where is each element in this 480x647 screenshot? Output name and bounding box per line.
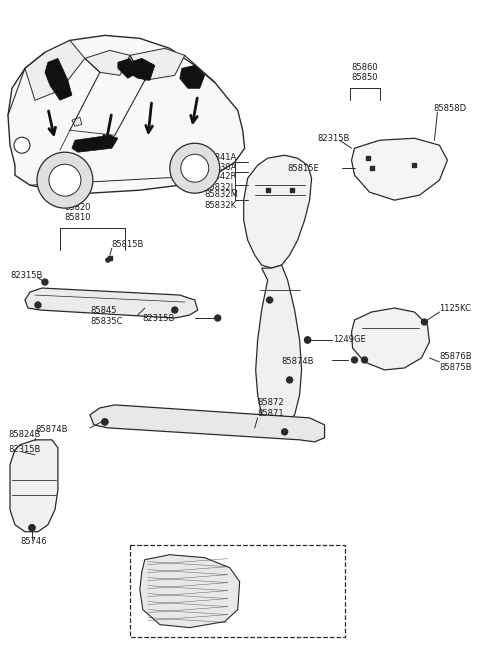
Circle shape	[106, 258, 110, 262]
Text: 85746: 85746	[20, 537, 47, 546]
Polygon shape	[180, 65, 205, 88]
Circle shape	[421, 319, 428, 325]
Circle shape	[172, 307, 178, 313]
Circle shape	[228, 589, 235, 595]
Circle shape	[351, 357, 358, 363]
Polygon shape	[25, 288, 198, 318]
Bar	[108, 256, 112, 260]
Bar	[130, 545, 345, 637]
Circle shape	[49, 164, 81, 196]
Circle shape	[181, 154, 209, 182]
Circle shape	[29, 525, 35, 531]
Text: 82315B: 82315B	[8, 445, 40, 454]
Polygon shape	[244, 155, 312, 268]
Text: 85874B: 85874B	[282, 357, 314, 366]
Circle shape	[228, 589, 235, 595]
Bar	[370, 166, 373, 170]
Text: 85842R
85832L: 85842R 85832L	[205, 173, 237, 192]
Text: 85841A
85830A: 85841A 85830A	[205, 153, 237, 172]
Text: 82315B: 82315B	[256, 593, 288, 602]
Polygon shape	[72, 117, 82, 126]
Text: 85832M
85832K: 85832M 85832K	[205, 190, 239, 210]
Polygon shape	[351, 308, 430, 370]
Polygon shape	[72, 135, 118, 152]
Text: 85845
85835C: 85845 85835C	[90, 306, 122, 325]
Polygon shape	[85, 50, 130, 75]
Text: 85874B: 85874B	[36, 425, 68, 434]
Bar	[265, 188, 270, 192]
Circle shape	[42, 279, 48, 285]
Polygon shape	[45, 58, 72, 100]
Circle shape	[35, 302, 41, 308]
Polygon shape	[140, 554, 240, 628]
Text: 85860
85850: 85860 85850	[351, 63, 378, 82]
Circle shape	[215, 315, 221, 321]
Text: 1125KC: 1125KC	[439, 303, 471, 313]
Text: 1249GE: 1249GE	[334, 336, 366, 344]
Circle shape	[102, 419, 108, 425]
Circle shape	[361, 357, 368, 363]
Polygon shape	[25, 40, 85, 100]
Circle shape	[282, 429, 288, 435]
Text: 85858D: 85858D	[433, 104, 467, 113]
Text: (LH): (LH)	[138, 545, 156, 554]
Text: 85872
85871: 85872 85871	[258, 398, 284, 417]
Circle shape	[37, 152, 93, 208]
Text: 85876B
85875B: 85876B 85875B	[439, 352, 472, 371]
Polygon shape	[8, 36, 245, 193]
Polygon shape	[128, 58, 155, 80]
Text: 85820
85810: 85820 85810	[65, 203, 91, 222]
Circle shape	[14, 137, 30, 153]
Circle shape	[170, 143, 220, 193]
Bar	[412, 163, 417, 167]
Text: 82315B: 82315B	[318, 134, 350, 143]
Polygon shape	[351, 138, 447, 200]
Circle shape	[305, 337, 311, 343]
Text: 85823: 85823	[230, 553, 256, 562]
Text: 82315B: 82315B	[143, 314, 175, 322]
Polygon shape	[256, 265, 301, 428]
Bar	[289, 188, 294, 192]
Circle shape	[29, 525, 35, 531]
Circle shape	[305, 337, 311, 343]
Polygon shape	[10, 440, 58, 532]
Text: 82315B: 82315B	[10, 270, 42, 280]
Polygon shape	[118, 58, 138, 78]
Circle shape	[267, 297, 273, 303]
Text: 85824B: 85824B	[8, 430, 40, 439]
Text: 85815E: 85815E	[288, 164, 320, 173]
Circle shape	[102, 419, 108, 425]
Circle shape	[287, 377, 293, 383]
Polygon shape	[90, 405, 324, 442]
Text: 85815B: 85815B	[112, 239, 144, 248]
Bar	[366, 156, 370, 160]
Polygon shape	[130, 49, 185, 80]
